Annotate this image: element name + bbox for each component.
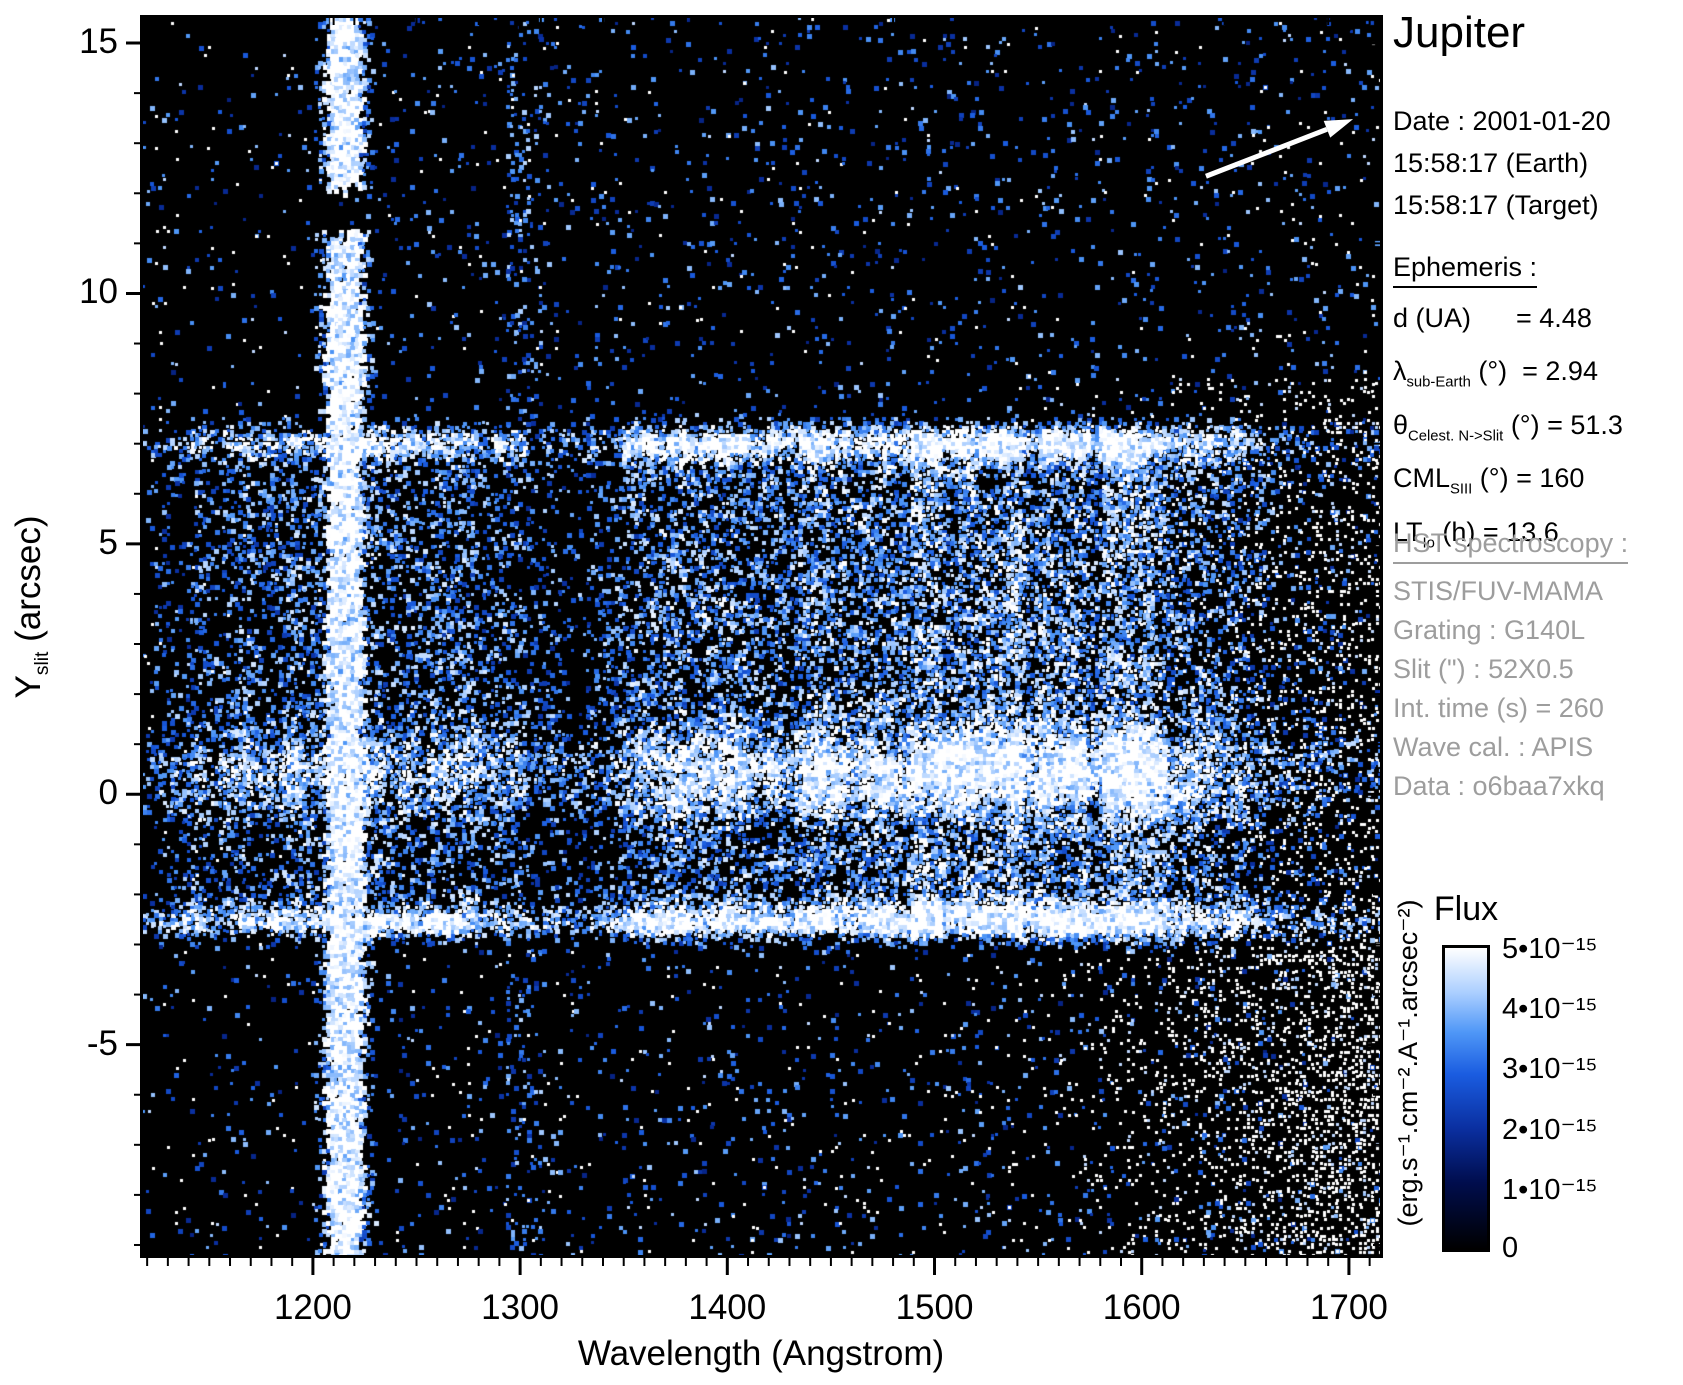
y-axis-title-unit: (arcsec): [9, 515, 48, 652]
y-axis-title-subscript: slit: [32, 651, 53, 676]
y-tick-label: 10: [79, 272, 118, 312]
y-tick-label: 0: [98, 773, 118, 813]
ephemeris-subscript: Celest. N->Slit: [1408, 428, 1504, 445]
ephemeris-line: LTIo (h) = 13.6: [1393, 511, 1623, 564]
ephemeris-line: λsub-Earth (°) = 2.94: [1393, 350, 1623, 403]
ephemeris-quantity: CML: [1393, 463, 1451, 494]
ephemeris-quantity: d (UA): [1393, 303, 1472, 333]
spectrogram-canvas: [143, 18, 1380, 1255]
x-tick-label: 1700: [1309, 1288, 1388, 1327]
hst-line: Slit (") : 52X0.5: [1393, 654, 1574, 684]
target-title: Jupiter: [1393, 8, 1526, 57]
ephemeris-subscript: Io: [1422, 534, 1435, 551]
date-line: 15:58:17 (Earth): [1393, 148, 1589, 178]
ephemeris-subscript: SIII: [1450, 481, 1473, 498]
ephemeris-line: d (UA) = 4.48: [1393, 297, 1623, 350]
y-tick-label: -5: [86, 1023, 118, 1063]
x-tick-label: 1600: [1102, 1288, 1181, 1327]
date-line: Date : 2001-01-20: [1393, 106, 1611, 136]
hst-header: HST spectroscopy :: [1393, 528, 1629, 564]
colorbar-title: Flux: [1433, 890, 1499, 928]
x-tick-label: 1300: [481, 1288, 560, 1327]
colorbar-tick-label: 3•10⁻¹⁵: [1502, 1053, 1598, 1086]
hst-lines: STIS/FUV-MAMA Grating : G140L Slit (") : 5…: [1393, 572, 1605, 806]
colorbar-gradient: [1445, 948, 1487, 1249]
x-tick-label: 1200: [273, 1288, 352, 1327]
ephemeris-line: CMLSIII (°) = 160: [1393, 457, 1623, 510]
hst-line: Wave cal. : APIS: [1393, 732, 1594, 762]
x-axis-title: Wavelength (Angstrom): [577, 1334, 945, 1373]
y-tick-label: 15: [79, 22, 118, 62]
observation-date-block: Date : 2001-01-20 15:58:17 (Earth) 15:58:1…: [1393, 100, 1611, 226]
colorbar-tick-label: 0: [1502, 1232, 1519, 1264]
x-tick-label: 1400: [688, 1288, 767, 1327]
date-line: 15:58:17 (Target): [1393, 190, 1599, 220]
x-tick-label: 1500: [895, 1288, 974, 1327]
ephemeris-line: θCelest. N->Slit (°) = 51.3: [1393, 404, 1623, 457]
y-tick-label: 5: [98, 522, 118, 562]
ephemeris-value: (°) = 2.94: [1470, 356, 1598, 387]
ephemeris-value: (h) = 13.6: [1434, 516, 1559, 547]
colorbar-tick-label: 5•10⁻¹⁵: [1502, 933, 1598, 965]
hst-line: Grating : G140L: [1393, 615, 1586, 645]
ephemeris-lines: d (UA) = 4.48 λsub-Earth (°) = 2.94 θCeles…: [1393, 297, 1623, 564]
ephemeris-value: (°) = 51.3: [1503, 409, 1623, 440]
y-axis-title-symbol: Y: [9, 675, 48, 699]
hst-line: Int. time (s) = 260: [1393, 693, 1604, 723]
hst-line: Data : o6baa7xkq: [1393, 771, 1605, 801]
ephemeris-quantity: θ: [1393, 409, 1409, 440]
colorbar-tick-label: 2•10⁻¹⁵: [1502, 1113, 1598, 1146]
ephemeris-subscript: sub-Earth: [1406, 374, 1471, 391]
colorbar-tick-label: 4•10⁻¹⁵: [1502, 993, 1598, 1026]
colorbar: [1442, 945, 1490, 1252]
colorbar-tick-label: 1•10⁻¹⁵: [1502, 1173, 1598, 1206]
colorbar-unit-label: (erg.s⁻¹.cm⁻².A⁻¹.arcsec⁻²): [1393, 899, 1423, 1227]
hst-line: STIS/FUV-MAMA: [1393, 576, 1604, 606]
ephemeris-header: Ephemeris :: [1393, 252, 1538, 288]
ephemeris-quantity: λ: [1393, 356, 1407, 387]
y-axis-title: Yslit (arcsec): [9, 407, 55, 807]
ephemeris-quantity: LT: [1393, 516, 1423, 547]
ephemeris-value: (°) = 160: [1472, 463, 1585, 494]
ephemeris-value: = 4.48: [1471, 303, 1592, 333]
